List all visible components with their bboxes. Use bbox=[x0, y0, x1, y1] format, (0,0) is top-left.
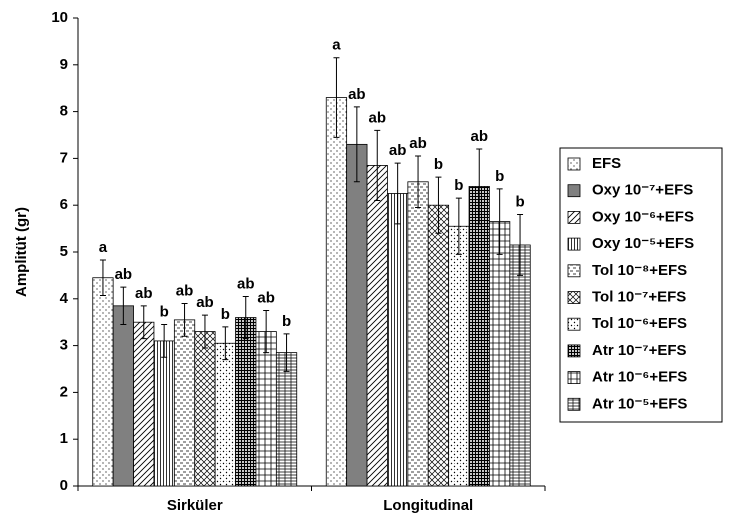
y-tick-label: 3 bbox=[60, 337, 68, 354]
significance-label: ab bbox=[368, 109, 386, 126]
legend-swatch bbox=[567, 317, 581, 331]
bar bbox=[366, 165, 388, 487]
error-bar bbox=[455, 197, 462, 255]
bar bbox=[194, 331, 216, 487]
significance-label: ab bbox=[115, 266, 133, 283]
error-bar bbox=[263, 310, 270, 354]
legend-swatch bbox=[567, 397, 581, 411]
significance-label: ab bbox=[135, 285, 153, 302]
error-bar bbox=[283, 333, 290, 372]
significance-label: ab bbox=[196, 294, 214, 311]
legend-swatch bbox=[567, 344, 581, 358]
y-tick-label: 8 bbox=[60, 103, 68, 120]
significance-label: b bbox=[515, 194, 524, 211]
significance-label: a bbox=[332, 37, 341, 54]
significance-label: b bbox=[221, 306, 230, 323]
y-tick-label: 6 bbox=[60, 196, 68, 213]
y-tick-label: 4 bbox=[60, 290, 69, 307]
significance-label: b bbox=[434, 156, 443, 173]
significance-label: ab bbox=[389, 142, 407, 159]
bar bbox=[387, 193, 409, 487]
error-bar bbox=[415, 155, 422, 209]
bar bbox=[448, 225, 470, 487]
significance-label: ab bbox=[409, 135, 427, 152]
bar bbox=[346, 143, 368, 487]
y-tick-label: 2 bbox=[60, 383, 68, 400]
error-bar bbox=[517, 214, 524, 276]
error-bar bbox=[353, 106, 360, 183]
legend-label: Atr 10⁻⁷+EFS bbox=[592, 342, 687, 359]
legend-label: EFS bbox=[592, 155, 621, 172]
significance-label: b bbox=[495, 168, 504, 185]
error-bar bbox=[222, 326, 229, 361]
bar bbox=[468, 186, 490, 487]
legend-swatch bbox=[567, 264, 581, 278]
y-tick-label: 1 bbox=[60, 430, 68, 447]
bar bbox=[92, 277, 114, 487]
bar bbox=[509, 244, 531, 487]
legend-label: Atr 10⁻⁶+EFS bbox=[592, 369, 687, 386]
error-bar bbox=[374, 129, 381, 202]
significance-label: a bbox=[99, 239, 108, 256]
bar bbox=[214, 342, 236, 487]
legend-swatch bbox=[567, 210, 581, 224]
bar bbox=[489, 221, 511, 487]
bar bbox=[133, 321, 155, 487]
error-bar bbox=[435, 176, 442, 234]
legend-label: Atr 10⁻⁵+EFS bbox=[592, 395, 687, 412]
bar bbox=[275, 352, 298, 487]
legend-label: Tol 10⁻⁸+EFS bbox=[592, 262, 687, 279]
error-bar bbox=[242, 295, 249, 340]
error-bar bbox=[181, 302, 188, 337]
legend-swatch bbox=[567, 157, 581, 171]
legend-label: Oxy 10⁻⁵+EFS bbox=[592, 235, 694, 252]
error-bar bbox=[99, 259, 106, 297]
legend-label: Oxy 10⁻⁷+EFS bbox=[592, 182, 693, 199]
y-tick-label: 5 bbox=[60, 243, 68, 260]
bar bbox=[153, 340, 175, 487]
legend-swatch bbox=[567, 291, 581, 304]
y-tick-label: 9 bbox=[60, 56, 68, 73]
significance-label: ab bbox=[348, 86, 366, 103]
bar bbox=[325, 97, 348, 487]
bar bbox=[427, 204, 450, 487]
legend-box bbox=[559, 147, 723, 423]
error-bar bbox=[333, 57, 340, 138]
significance-label: ab bbox=[176, 282, 194, 299]
x-tick-label: Sirküler bbox=[167, 497, 223, 514]
error-bar bbox=[161, 324, 168, 358]
bar bbox=[235, 317, 257, 487]
legend-swatch bbox=[567, 371, 581, 385]
significance-label: ab bbox=[257, 289, 275, 306]
error-bar bbox=[201, 314, 208, 349]
significance-label: b bbox=[454, 177, 463, 194]
significance-label: b bbox=[160, 304, 169, 321]
y-axis-label: Amplitüt (gr) bbox=[13, 207, 30, 297]
legend-swatch bbox=[567, 237, 581, 251]
error-bar bbox=[120, 286, 127, 326]
bar bbox=[112, 305, 134, 487]
error-bar bbox=[496, 188, 503, 255]
legend-label: Tol 10⁻⁶+EFS bbox=[592, 315, 687, 332]
bar bbox=[255, 331, 277, 487]
significance-label: ab bbox=[470, 128, 488, 145]
legend-label: Tol 10⁻⁷+EFS bbox=[592, 288, 686, 305]
error-bar bbox=[140, 305, 147, 340]
significance-label: b bbox=[282, 313, 291, 330]
legend-swatch bbox=[567, 184, 581, 198]
y-tick-label: 0 bbox=[60, 477, 68, 494]
y-tick-label: 10 bbox=[51, 9, 68, 26]
bar bbox=[173, 319, 196, 487]
bar bbox=[407, 181, 429, 487]
error-bar bbox=[476, 148, 483, 225]
legend-label: Oxy 10⁻⁶+EFS bbox=[592, 208, 694, 225]
x-tick-label: Longitudinal bbox=[383, 497, 473, 514]
error-bar bbox=[394, 162, 401, 225]
significance-label: ab bbox=[237, 275, 255, 292]
y-tick-label: 7 bbox=[60, 149, 68, 166]
